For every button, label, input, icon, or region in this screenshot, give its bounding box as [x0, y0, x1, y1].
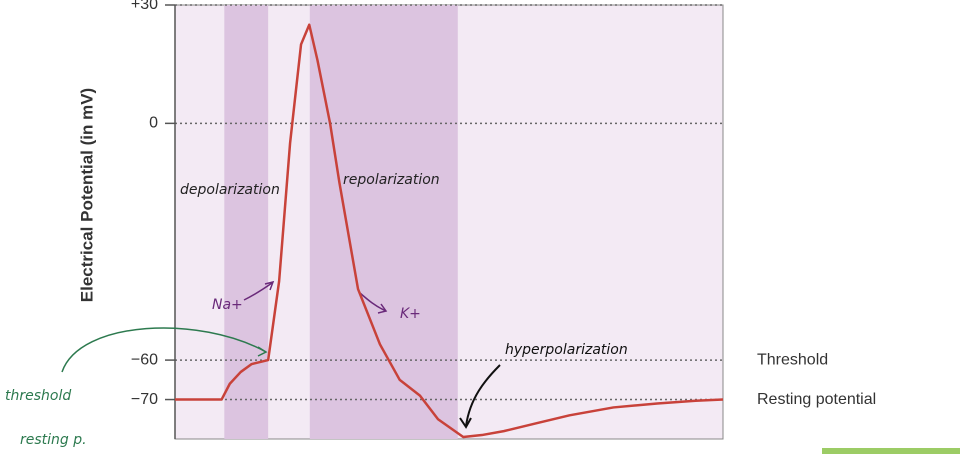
- annotation: threshold: [5, 388, 71, 404]
- line: [175, 23, 724, 439]
- arrow-head: [377, 303, 388, 314]
- decoration: [822, 448, 960, 454]
- arrow: [61, 327, 267, 373]
- annotation: resting p.: [20, 432, 87, 448]
- annotation: Na+: [212, 297, 243, 313]
- bands: [224, 5, 458, 439]
- arrow-head: [459, 417, 472, 429]
- arrow-head: [257, 346, 268, 357]
- shaded-band: [309, 5, 458, 439]
- y-tick-label: −70: [131, 391, 158, 408]
- arrow: [243, 282, 273, 301]
- shaded-band: [224, 5, 269, 439]
- reference-label: Resting potential: [757, 391, 876, 408]
- annotation: K+: [400, 306, 421, 322]
- y-tick-label: +30: [131, 0, 158, 13]
- arrow: [465, 364, 501, 427]
- annotation: repolarization: [343, 172, 440, 188]
- arrow: [359, 292, 387, 312]
- annotation: hyperpolarization: [505, 342, 628, 358]
- arrow-head: [264, 280, 275, 291]
- y-axis-label: Electrical Potential (in mV): [77, 88, 96, 302]
- annotation: depolarization: [180, 182, 280, 198]
- y-tick-label: −60: [131, 351, 158, 368]
- reference-label: Threshold: [757, 351, 828, 368]
- y-tick-label: 0: [149, 115, 158, 132]
